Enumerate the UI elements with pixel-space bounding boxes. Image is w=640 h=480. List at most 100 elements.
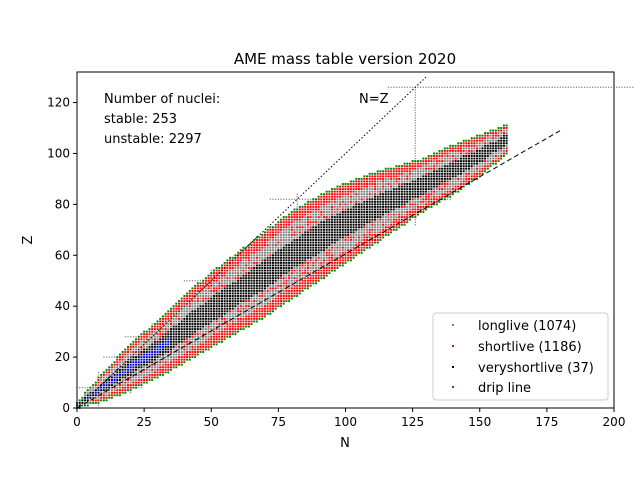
nuclide-point [395, 228, 398, 231]
magic-z-marker [599, 86, 602, 88]
nuclide-point [462, 185, 465, 188]
nuclide-point [253, 241, 256, 244]
nuclide-point [178, 320, 181, 323]
nuclide-point [390, 218, 393, 221]
nuclide-point [135, 343, 138, 346]
nuclide-point [368, 231, 371, 234]
nuclide-point [277, 274, 280, 277]
nuclide-point [161, 323, 164, 325]
nuclide-point [207, 325, 210, 328]
nuclide-point [349, 249, 352, 252]
nuclide-point [376, 213, 379, 216]
nuclide-point [339, 226, 342, 229]
nuclide-point [242, 302, 245, 305]
nuclide-point [159, 340, 162, 343]
nuclide-point [398, 175, 401, 178]
magic-z-marker [583, 86, 586, 88]
nuclide-point [237, 287, 240, 290]
magic-n-marker [414, 89, 416, 91]
nuclide-point [255, 277, 258, 280]
nuclide-point [336, 244, 339, 247]
nuclide-point [374, 180, 377, 183]
x-tick-label: 25 [136, 415, 151, 429]
nuclide-point [352, 249, 355, 252]
nuclide-point [290, 241, 293, 244]
nuclide-point [470, 147, 473, 150]
nuclide-point [457, 177, 460, 180]
nuclide-point [314, 231, 317, 234]
nuclide-point [314, 241, 317, 244]
nuclide-point [296, 239, 299, 241]
nuclide-point [451, 188, 454, 191]
nuclide-point [148, 379, 151, 381]
nuclide-point [290, 282, 293, 285]
nuclide-point [408, 165, 411, 168]
nuclide-point [156, 330, 159, 333]
nuclide-point [416, 205, 420, 208]
nuclide-point [167, 335, 170, 338]
nuclide-point [245, 264, 248, 267]
nuclide-point [438, 200, 441, 203]
nuclide-point [344, 231, 347, 234]
nuclide-point [309, 211, 312, 213]
nuclide-point [188, 353, 191, 356]
nuclide-point [151, 345, 154, 348]
nuclide-point [414, 195, 417, 198]
nuclide-point [172, 305, 175, 308]
nuclide-point [352, 236, 355, 239]
nuclide-point [148, 330, 151, 333]
nuclide-point [113, 366, 116, 369]
nuclide-point [341, 185, 344, 188]
nuclide-point [505, 134, 508, 137]
nuclide-point [121, 358, 124, 361]
nuclide-point [194, 330, 197, 333]
nuclide-point [301, 208, 304, 211]
magic-n-marker [414, 135, 416, 137]
nuclide-point [419, 167, 422, 170]
nuclide-point [253, 310, 256, 313]
nuclide-point [317, 249, 320, 252]
nuclide-point [127, 356, 130, 359]
nuclide-point [379, 216, 382, 219]
nuclide-point [148, 356, 151, 359]
nuclide-point [269, 284, 272, 287]
nuclide-point [245, 305, 248, 308]
nuclide-point [108, 384, 111, 387]
nuclide-point [253, 267, 256, 269]
nuclide-point [384, 167, 387, 170]
nuclide-point [494, 162, 497, 165]
nuclide-point [341, 198, 344, 201]
nuclide-point [403, 183, 406, 185]
nuclide-point [406, 167, 409, 170]
nuclide-point [108, 371, 111, 374]
nuclide-point [357, 185, 360, 188]
nuclide-point [478, 172, 481, 175]
nuclide-point [320, 223, 323, 226]
nuclide-point [476, 160, 479, 163]
nuclide-point [476, 144, 479, 147]
nuclide-point [277, 241, 280, 244]
nuclide-point [374, 236, 377, 239]
nuclide-point [118, 356, 121, 359]
nuclide-point [253, 289, 256, 292]
nuclide-point [183, 310, 186, 313]
nuclide-point [218, 292, 221, 295]
nuclide-point [234, 317, 237, 320]
nuclide-point [392, 218, 395, 221]
nuclide-point [188, 343, 191, 346]
nuclide-point [245, 246, 248, 249]
nuclide-point [242, 315, 245, 318]
nuclide-point [159, 325, 162, 328]
nuclide-point [492, 132, 495, 135]
nuclide-point [494, 152, 497, 155]
nuclide-point [465, 180, 468, 183]
nuclide-point [161, 358, 164, 361]
magic-z-marker [554, 86, 556, 88]
nuclide-point [478, 160, 481, 163]
nuclide-point [320, 277, 323, 280]
nuclide-point [196, 292, 199, 295]
nuclide-point [457, 180, 460, 183]
nuclide-point [331, 261, 334, 264]
nuclide-point [207, 300, 210, 303]
nuclide-point [387, 188, 390, 191]
